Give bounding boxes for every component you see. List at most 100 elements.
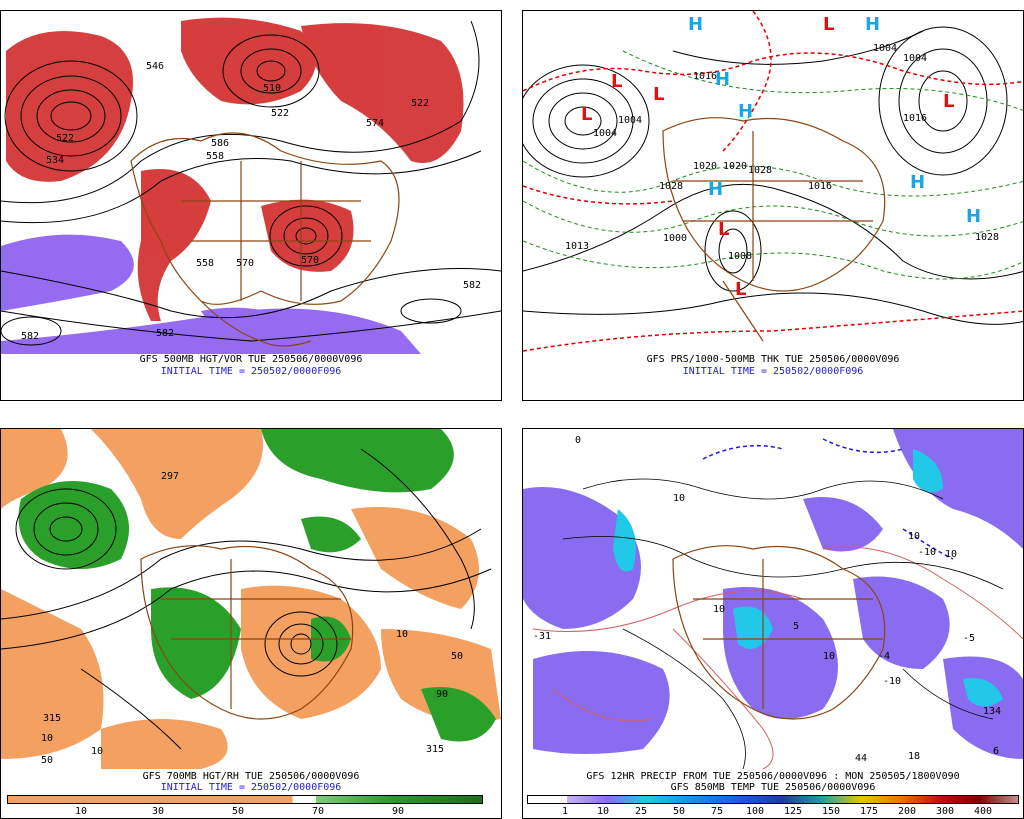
contour-label: 558 xyxy=(206,151,224,162)
pressure-label: 1028 xyxy=(748,165,772,176)
low-pressure-marker: L xyxy=(581,104,593,125)
initial-time-label: INITIAL TIME = 250502/0000F096 xyxy=(160,782,342,793)
contour-label: -10 xyxy=(918,547,936,558)
high-pressure-marker: H xyxy=(708,179,724,200)
colorbar-tick: 50 xyxy=(231,806,245,817)
colorbar-tick: 400 xyxy=(973,806,993,817)
panel-title: GFS PRS/1000-500MB THK TUE 250506/0000V0… xyxy=(646,354,900,365)
low-pressure-marker: L xyxy=(611,71,623,92)
contour-label: 50 xyxy=(451,651,463,662)
precip-map: 0 10 10 10 10 10 5 -5 -10 44 18 6 -4 -10… xyxy=(523,429,1023,770)
contour-label: 0 xyxy=(575,435,581,446)
contour-label: 10 xyxy=(673,493,685,504)
panel-title: GFS 500MB HGT/VOR TUE 250506/0000V096 xyxy=(139,354,363,365)
contour-label: 522 xyxy=(411,98,429,109)
contour-label: 522 xyxy=(56,133,74,144)
panel-title: GFS 700MB HGT/RH TUE 250506/0000V096 xyxy=(142,771,360,782)
colorbar-tick: 150 xyxy=(821,806,841,817)
initial-time-label: INITIAL TIME = 250502/0000F096 xyxy=(160,366,342,377)
colorbar-tick: 1 xyxy=(561,806,569,817)
high-pressure-marker: H xyxy=(966,206,982,227)
colorbar-tick: 200 xyxy=(897,806,917,817)
high-pressure-marker: H xyxy=(738,101,754,122)
pressure-map: 1004 1004 1016 1028 1020 1020 1028 1013 … xyxy=(523,11,1023,354)
high-pressure-marker: H xyxy=(865,14,881,35)
colorbar-tick: 300 xyxy=(935,806,955,817)
vorticity-map: 546 510 522 522 534 586 574 558 558 570 … xyxy=(1,11,501,354)
pressure-label: 1000 xyxy=(663,233,687,244)
contour-label: 546 xyxy=(146,61,164,72)
colorbar-tick: 125 xyxy=(783,806,803,817)
low-pressure-marker: L xyxy=(823,14,835,35)
contour-label: 10 xyxy=(945,549,957,560)
contour-label: 5 xyxy=(793,621,799,632)
colorbar-tick: 10 xyxy=(74,806,88,817)
contour-label: 18 xyxy=(908,751,920,762)
initial-time-label: INITIAL TIME = 250502/0000F096 xyxy=(682,366,864,377)
contour-label: 10 xyxy=(41,733,53,744)
high-pressure-marker: H xyxy=(715,69,731,90)
colorbar-tick: 175 xyxy=(859,806,879,817)
contour-label: 44 xyxy=(855,753,867,764)
contour-label: 582 xyxy=(21,331,39,342)
pressure-label: 1008 xyxy=(728,251,752,262)
colorbar-tick: 70 xyxy=(311,806,325,817)
pressure-label: 1020 xyxy=(723,161,747,172)
contour-label: 315 xyxy=(426,744,444,755)
pressure-label: 1016 xyxy=(903,113,927,124)
high-pressure-marker: H xyxy=(688,14,704,35)
contour-label: 510 xyxy=(263,83,281,94)
contour-label: -10 xyxy=(883,676,901,687)
colorbar-tick: 50 xyxy=(672,806,686,817)
pressure-label: 1004 xyxy=(593,128,617,139)
colorbar-tick: 25 xyxy=(634,806,648,817)
colorbar-tick: 100 xyxy=(745,806,765,817)
pressure-label: 1028 xyxy=(659,181,683,192)
contour-label: 574 xyxy=(366,118,384,129)
contour-label: -31 xyxy=(533,631,551,642)
panel-title: GFS 12HR PRECIP FROM TUE 250506/0000V096… xyxy=(586,771,960,782)
colorbar-tick: 30 xyxy=(151,806,165,817)
contour-label: 582 xyxy=(463,280,481,291)
contour-label: 50 xyxy=(41,755,53,766)
rh-map: 315 297 10 50 10 50 315 90 10 xyxy=(1,429,501,769)
precip-colorbar xyxy=(527,795,1019,804)
panel-pressure-thickness: 1004 1004 1016 1028 1020 1020 1028 1013 … xyxy=(522,10,1024,401)
contour-label: 10 xyxy=(823,651,835,662)
pressure-label: 1004 xyxy=(873,43,897,54)
contour-label: 586 xyxy=(211,138,229,149)
panel-precip-850mb-temp: 0 10 10 10 10 10 5 -5 -10 44 18 6 -4 -10… xyxy=(522,428,1024,819)
colorbar-tick: 10 xyxy=(596,806,610,817)
panel-700mb-rh: 315 297 10 50 10 50 315 90 10 GFS 700MB … xyxy=(0,428,502,819)
low-pressure-marker: L xyxy=(718,219,730,240)
contour-label: 558 xyxy=(196,258,214,269)
contour-label: 570 xyxy=(236,258,254,269)
rh-colorbar xyxy=(7,795,483,804)
contour-label: 582 xyxy=(156,328,174,339)
contour-label: -5 xyxy=(963,633,975,644)
contour-label: 297 xyxy=(161,471,179,482)
pressure-label: 1004 xyxy=(903,53,927,64)
contour-label: 570 xyxy=(301,255,319,266)
low-pressure-marker: L xyxy=(653,84,665,105)
contour-label: 90 xyxy=(436,689,448,700)
colorbar-tick: 75 xyxy=(710,806,724,817)
pressure-label: 1020 xyxy=(693,161,717,172)
pressure-label: 1013 xyxy=(565,241,589,252)
panel-500mb-vorticity: 546 510 522 522 534 586 574 558 558 570 … xyxy=(0,10,502,401)
contour-label: -4 xyxy=(878,651,890,662)
contour-label: 522 xyxy=(271,108,289,119)
contour-label: 10 xyxy=(396,629,408,640)
contour-label: 315 xyxy=(43,713,61,724)
contour-label: 6 xyxy=(993,746,999,757)
colorbar-tick: 90 xyxy=(391,806,405,817)
contour-label: 534 xyxy=(46,155,64,166)
pressure-label: 1016 xyxy=(693,71,717,82)
low-pressure-marker: L xyxy=(735,279,747,300)
panel-subtitle: GFS 850MB TEMP TUE 250506/0000V096 xyxy=(670,782,876,793)
pressure-label: 1028 xyxy=(975,232,999,243)
contour-label: 10 xyxy=(91,746,103,757)
contour-label: 10 xyxy=(908,531,920,542)
pressure-label: 1004 xyxy=(618,115,642,126)
contour-label: 134 xyxy=(983,706,1001,717)
